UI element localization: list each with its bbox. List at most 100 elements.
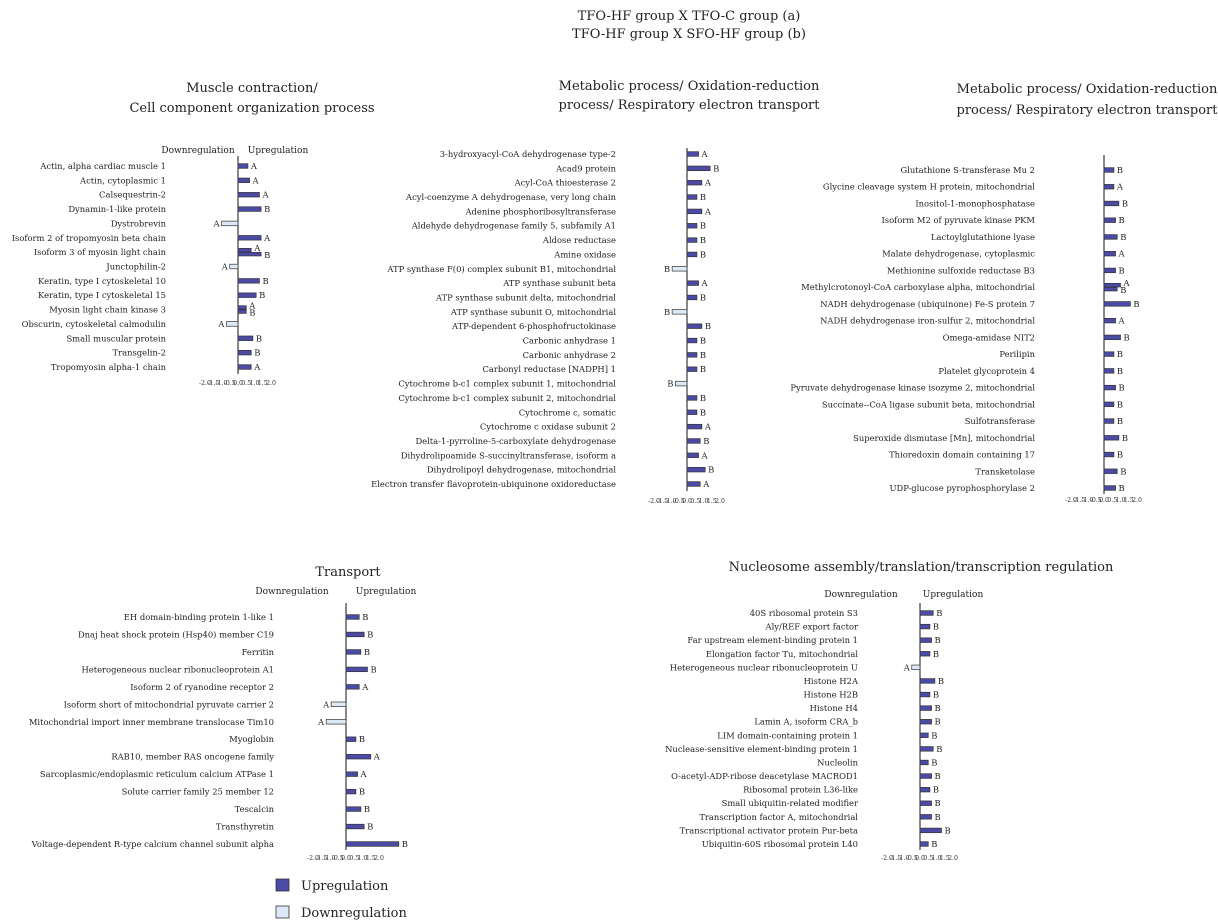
- bar-group-letter: A: [261, 190, 269, 200]
- category-label: ATP synthase subunit O, mitochondrial: [450, 307, 616, 317]
- category-label: Heterogeneous nuclear ribonucleoprotein …: [81, 664, 274, 674]
- category-label: Solute carrier family 25 member 12: [122, 787, 274, 797]
- x-tick-label: -1.0: [216, 380, 228, 387]
- category-label: ATP synthase subunit beta: [502, 278, 616, 288]
- bar-downregulation: [675, 380, 688, 387]
- panel-title-line: process/ Respiratory electron transport: [559, 98, 821, 113]
- x-tick-label: 0.0: [915, 855, 925, 862]
- category-label: Transthyretin: [216, 822, 275, 832]
- category-label: Dnaj heat shock protein (Hsp40) member C…: [78, 629, 274, 639]
- bar-group-letter: A: [212, 218, 220, 228]
- category-label: Aldehyde dehydrogenase family 5, subfami…: [411, 221, 616, 231]
- bar-group-letter: B: [1119, 265, 1125, 275]
- bar-upregulation: [919, 623, 931, 630]
- bar-upregulation: [237, 177, 250, 184]
- legend-swatch-upregulation: [275, 878, 290, 892]
- bar-group-letter: A: [252, 175, 260, 185]
- category-label: Elongation factor Tu, mitochondrial: [706, 649, 858, 659]
- category-label: Ubiquitin-60S ribosomal protein L40: [702, 839, 858, 849]
- bar-group-letter: B: [700, 221, 706, 231]
- category-label: Junctophilin-2: [105, 262, 166, 272]
- x-tick-label: 1.5: [707, 498, 717, 505]
- bar-upregulation: [1103, 283, 1121, 288]
- bar-group-letter: B: [256, 333, 262, 343]
- bar-upregulation: [686, 165, 711, 171]
- category-label: Mitochondrial import inner membrane tran…: [29, 717, 274, 727]
- bar-upregulation: [1103, 334, 1121, 341]
- bar-upregulation: [686, 180, 703, 186]
- bar-upregulation: [345, 771, 358, 777]
- category-label: Aldose reductase: [542, 235, 616, 245]
- bar-group-letter: A: [253, 362, 261, 372]
- category-label: Glycine cleavage system H protein, mitoc…: [823, 182, 1035, 192]
- bar-upregulation: [345, 649, 362, 655]
- bar-group-letter: A: [360, 769, 368, 779]
- x-tick-label: 2.0: [715, 498, 725, 505]
- bar-group-letter: B: [700, 292, 706, 302]
- x-tick-label: 0.0: [682, 498, 692, 505]
- bar-upregulation: [1103, 317, 1116, 324]
- x-tick-label: -0.5: [1090, 497, 1102, 504]
- bar-upregulation: [1103, 401, 1115, 407]
- bar-upregulation: [686, 452, 699, 458]
- bar-group-letter: B: [1133, 299, 1139, 309]
- header-downregulation: Downregulation: [824, 590, 897, 600]
- bar-group-letter: B: [935, 717, 941, 727]
- category-label: Isoform 2 of ryanodine receptor 2: [130, 682, 274, 692]
- legend-swatch-downregulation: [275, 905, 290, 919]
- bar-upregulation: [919, 746, 934, 752]
- x-tick-label: 0.0: [233, 380, 243, 387]
- bar-group-letter: B: [703, 436, 709, 446]
- bar-upregulation: [686, 223, 698, 229]
- legend-label-downregulation: Downregulation: [301, 906, 407, 921]
- x-tick-label: 0.0: [1099, 497, 1109, 504]
- bar-group-letter: B: [700, 407, 706, 417]
- category-label: Platelet glycoprotein 4: [938, 366, 1035, 376]
- x-tick-label: 0.5: [923, 855, 933, 862]
- bar-group-letter: B: [1120, 232, 1126, 242]
- bar-group-letter: B: [708, 465, 714, 475]
- bar-upregulation: [686, 467, 706, 473]
- category-label: Nuclease-sensitive element-binding prote…: [665, 744, 858, 754]
- category-label: Tropomyosin alpha-1 chain: [51, 362, 167, 372]
- bar-group-letter: A: [248, 301, 256, 311]
- bar-downregulation: [325, 719, 347, 725]
- bar-group-letter: B: [700, 364, 706, 374]
- bar-group-letter: A: [704, 422, 712, 432]
- bar-upregulation: [345, 684, 360, 690]
- bar-upregulation: [237, 235, 262, 241]
- bar-upregulation: [919, 786, 931, 793]
- x-tick-label: -0.5: [332, 855, 344, 862]
- category-label: Keratin, type I cytoskeletal 15: [38, 290, 166, 300]
- bar-group-letter: A: [373, 752, 381, 762]
- bar-upregulation: [919, 678, 936, 684]
- category-label: Transcription factor A, mitochondrial: [699, 812, 858, 822]
- x-tick-label: -1.5: [1073, 497, 1085, 504]
- category-label: Obscurin, cytoskeletal calmodulin: [22, 319, 167, 329]
- bar-group-letter: A: [263, 233, 271, 243]
- x-tick-label: -1.5: [889, 855, 901, 862]
- bar-upregulation: [1103, 368, 1115, 374]
- panel-title-line: Nucleosome assembly/translation/transcri…: [729, 560, 1114, 575]
- category-label: Isoform M2 of pyruvate kinase PKM: [882, 215, 1036, 225]
- bar-upregulation: [237, 206, 262, 212]
- category-label: Superoxide dismutase [Mn], mitochondrial: [853, 433, 1035, 443]
- category-label: Carbonic anhydrase 2: [523, 350, 616, 360]
- bar-group-letter: A: [221, 262, 229, 272]
- bar-upregulation: [919, 759, 929, 766]
- x-tick-label: -0.5: [906, 855, 918, 862]
- category-label: Ferritin: [242, 647, 275, 657]
- bar-group-letter: B: [1119, 215, 1125, 225]
- bar-group-letter: A: [317, 717, 325, 727]
- bar-group-letter: B: [1117, 416, 1123, 426]
- bar-group-letter: B: [933, 649, 939, 659]
- bar-upregulation: [1103, 384, 1116, 391]
- x-tick-label: -1.0: [665, 498, 677, 505]
- bar-group-letter: B: [933, 785, 939, 795]
- bar-upregulation: [237, 192, 260, 198]
- category-label: Isoform 3 of myosin light chain: [34, 247, 167, 257]
- category-label: Histone H2B: [804, 690, 859, 700]
- bar-group-letter: B: [713, 163, 719, 173]
- category-label: Amine oxidase: [553, 249, 616, 259]
- category-label: Cytochrome b-c1 complex subunit 1, mitoc…: [398, 379, 616, 389]
